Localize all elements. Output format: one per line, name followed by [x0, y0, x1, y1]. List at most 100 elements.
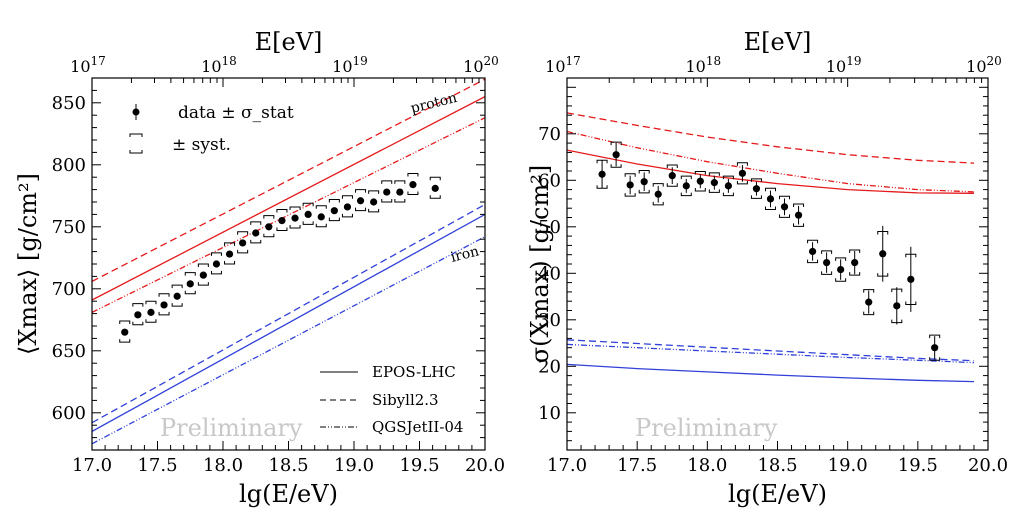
xmax-xtick-label-3: 18.5: [268, 455, 308, 476]
sigma-data-marker-21: [893, 302, 901, 310]
xmax-data-point-16: [328, 199, 340, 222]
sigma-model-line-2: [567, 130, 975, 193]
xmax-data-point-22: [407, 172, 419, 196]
xmax-syst-bracket-10: [250, 221, 262, 244]
legend-sibyll-text: Sibyll2.3: [372, 391, 439, 409]
sigma-data-point-2: [624, 173, 636, 197]
legend-qgsjet-text: QGSJetII-04: [372, 418, 463, 436]
sigma-data-marker-2: [626, 181, 634, 189]
xmax-syst-bracket-15: [315, 205, 327, 228]
xmax-data-marker-6: [199, 271, 207, 279]
sigma-data-points: [596, 141, 941, 361]
sigma-data-marker-16: [823, 259, 831, 267]
xmax-syst-bracket-14: [302, 202, 314, 225]
sigma-xtick-label-1: 17.5: [617, 455, 657, 476]
sigma-data-marker-3: [640, 178, 648, 186]
xmax-data-point-2: [145, 300, 157, 323]
xmax-syst-bracket-12: [276, 208, 288, 232]
xmax-data-points: [119, 172, 441, 343]
sigma-ytick-label-3: 40: [538, 263, 561, 284]
xmax-ytick-label-1: 650: [52, 341, 86, 362]
sigma-data-point-15: [807, 239, 819, 264]
sigma-ytick-label-5: 60: [538, 170, 561, 191]
sigma-data-marker-4: [654, 190, 662, 198]
xmax-data-marker-7: [212, 260, 221, 268]
sigma-syst-bracket-23: [929, 334, 941, 361]
xmax-xtick-label-2: 18.0: [203, 455, 243, 476]
sigma-syst-bracket-19: [863, 289, 875, 316]
xmax-syst-bracket-4: [171, 284, 183, 307]
sigma-data-point-0: [596, 159, 608, 189]
data-legend: data ± σ_stat ± syst.: [129, 103, 294, 155]
xmax-y-axis-title: ⟨Xmax⟩ [g/cm²]: [14, 173, 42, 355]
xmax-data-marker-23: [431, 184, 439, 192]
xmax-data-point-23: [429, 176, 441, 199]
sigma-model-line-1: [567, 112, 975, 164]
sigma-syst-bracket-8: [708, 172, 720, 193]
sigma-data-marker-7: [696, 177, 704, 185]
sigma-data-marker-13: [780, 203, 789, 211]
sigma-syst-bracket-11: [750, 178, 762, 199]
xmax-model-line-1: [92, 78, 485, 282]
xmax-syst-bracket-1: [132, 303, 144, 326]
xmax-data-point-17: [341, 195, 353, 218]
sigma-syst-bracket-18: [849, 249, 861, 276]
xmax-model-line-2: [92, 117, 485, 313]
xmax-data-point-20: [381, 180, 393, 203]
sigma-data-marker-14: [794, 211, 803, 219]
xmax-syst-bracket-19: [368, 190, 380, 213]
sigma-data-point-7: [694, 170, 706, 192]
sigma-data-marker-9: [724, 182, 732, 190]
xmax-model-line-5: [92, 236, 485, 445]
xmax-x-axis-title: lg(E/eV): [239, 480, 338, 508]
xmax-data-point-1: [132, 303, 144, 326]
iron-label: iron: [449, 243, 481, 265]
sigma-syst-bracket-1: [610, 141, 622, 168]
xmax-syst-bracket-18: [355, 189, 367, 212]
sigma-x-axis-title: lg(E/eV): [728, 480, 827, 508]
sigma-axes: 17.0 17.5 18.0 18.5 19.0 19.5 20.0102030405060…: [526, 28, 1008, 508]
xmax-data-marker-4: [173, 292, 181, 300]
xmax-data-marker-12: [278, 217, 286, 225]
legend-syst-bracket: [129, 133, 143, 154]
xmax-data-marker-3: [160, 301, 168, 309]
sigma-data-point-22: [905, 246, 917, 312]
xmax-data-point-18: [355, 189, 367, 212]
sigma-data-point-13: [779, 195, 791, 218]
xmax-axes: 17.0 17.5 18.0 18.5 19.0 19.5 20.0 600 650 700 750…: [14, 28, 505, 508]
xmax-panel: 17.0 17.5 18.0 18.5 19.0 19.5 20.0 600 650 700 750…: [14, 28, 505, 508]
sigma-data-point-10: [736, 162, 748, 185]
xmax-top-tick-label-0: 1017: [70, 54, 106, 76]
xmax-top-tick-label-2: 1019: [332, 54, 368, 76]
sigma-syst-bracket-16: [821, 250, 833, 275]
sigma-data-point-3: [638, 170, 650, 194]
xmax-data-point-6: [197, 263, 209, 286]
sigma-syst-bracket-13: [779, 195, 791, 218]
xmax-data-marker-2: [147, 308, 155, 316]
sigma-data-marker-5: [668, 172, 676, 180]
sigma-syst-bracket-7: [694, 170, 706, 192]
xmax-data-point-13: [289, 206, 301, 229]
xmax-data-point-21: [394, 180, 406, 203]
xmax-syst-bracket-9: [237, 231, 249, 254]
xmax-syst-bracket-11: [263, 215, 275, 238]
sigma-watermark: Preliminary: [635, 414, 778, 442]
xmax-syst-bracket-22: [407, 172, 419, 196]
xmax-data-marker-16: [330, 207, 338, 215]
xmax-data-marker-10: [252, 229, 260, 237]
xmax-syst-bracket-3: [158, 293, 170, 316]
sigma-model-line-3: [567, 363, 975, 383]
xmax-model-line-4: [92, 203, 485, 424]
sigma-syst-bracket-21: [891, 288, 903, 324]
xmax-data-marker-18: [356, 197, 365, 205]
sigma-model-line-5: [567, 343, 975, 364]
xmax-data-marker-11: [265, 223, 273, 231]
sigma-xtick-label-5: 19.5: [898, 455, 938, 476]
xmax-syst-bracket-23: [429, 176, 441, 199]
sigma-syst-bracket-3: [638, 170, 650, 194]
xmax-data-marker-22: [409, 181, 417, 189]
sigma-syst-bracket-5: [666, 164, 678, 187]
sigma-data-marker-11: [752, 185, 761, 193]
sigma-syst-bracket-6: [680, 175, 692, 197]
xmax-data-point-8: [224, 242, 236, 265]
